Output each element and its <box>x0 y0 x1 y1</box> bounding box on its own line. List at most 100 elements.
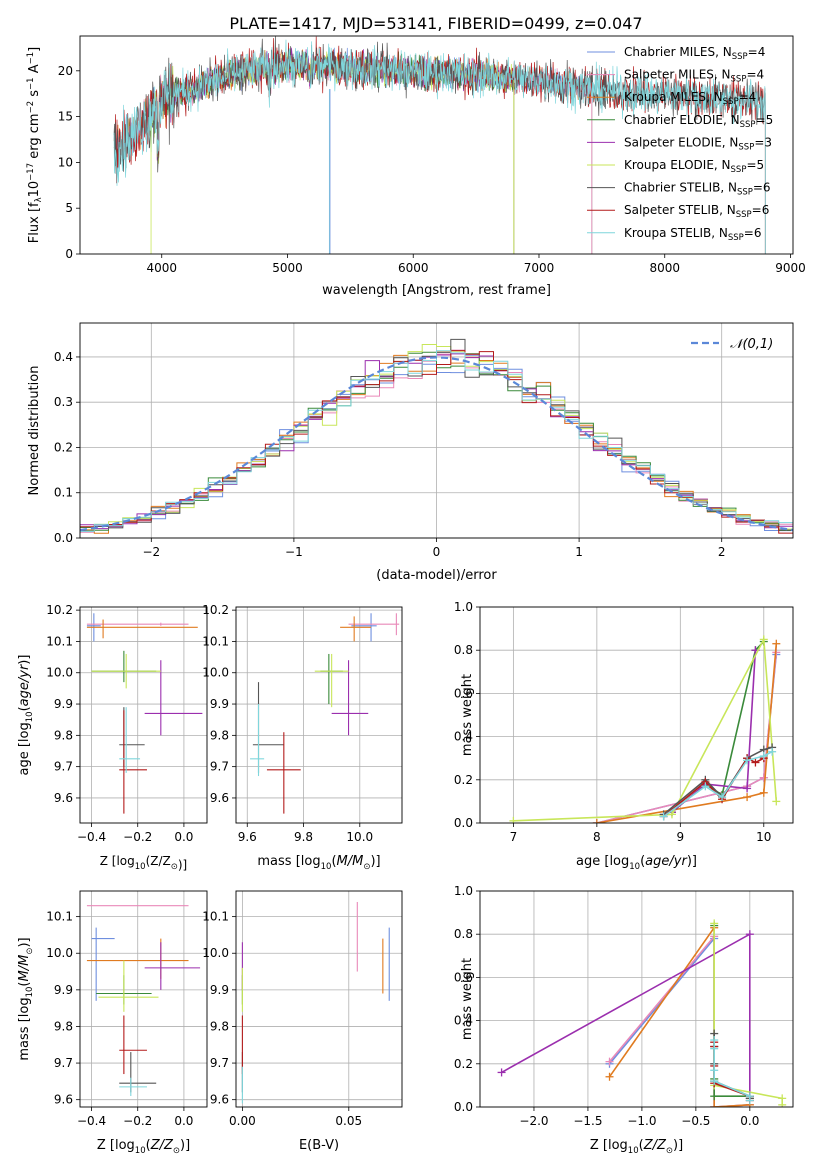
legend-entry: Kroupa ELODIE, NSSP=5 <box>624 158 764 175</box>
x-tick-label: −1 <box>285 545 303 559</box>
y-axis-label: mass weight <box>460 674 475 756</box>
y-tick-label: 9.8 <box>54 728 73 742</box>
axes-frame <box>79 890 208 1108</box>
y-tick-label: 0 <box>65 247 73 261</box>
x-tick-label: −0.4 <box>77 830 106 844</box>
y-tick-label: 1.0 <box>454 600 473 614</box>
weight-vs-age-panel: 7 8 9 10 0.0 0.2 0.4 0.6 0.8 1.0 mass weight age [l… <box>454 600 794 872</box>
spectrum-line-chabrier-elodie <box>148 49 515 254</box>
spectrum-line-kroupa-stelib <box>113 39 766 254</box>
y-tick-label: 9.6 <box>210 1093 229 1107</box>
legend-entry: Salpeter ELODIE, NSSP=3 <box>624 135 772 152</box>
y-tick-label: 0.1 <box>54 486 73 500</box>
y-tick-label: 0.2 <box>454 1057 473 1071</box>
x-tick-label: −0.4 <box>77 1114 106 1128</box>
legend-entry: Chabrier ELODIE, NSSP=5 <box>624 113 773 130</box>
x-tick-label: 10 <box>756 830 771 844</box>
x-tick-label: 8000 <box>649 261 680 275</box>
histogram-steps <box>80 338 793 534</box>
y-tick-label: 0.2 <box>54 440 73 454</box>
x-tick-label: 0.0 <box>174 1114 193 1128</box>
y-tick-label: 10.0 <box>46 946 73 960</box>
x-tick-label: 0.0 <box>174 830 193 844</box>
x-tick-label: 9.6 <box>238 830 257 844</box>
y-tick-label: 10.1 <box>202 910 229 924</box>
spectrum-legend: Chabrier MILES, NSSP=4 Salpeter MILES, NS… <box>587 45 773 243</box>
spectrum-lines <box>113 36 766 254</box>
y-tick-label: 0.2 <box>454 773 473 787</box>
x-tick-label: −0.5 <box>681 1114 710 1128</box>
x-axis-label: (data-model)/error <box>376 568 497 583</box>
y-axis-label: mass weight <box>460 958 475 1040</box>
x-tick-label: 4000 <box>146 261 177 275</box>
y-tick-label: 10.0 <box>202 666 229 680</box>
axes-frame <box>235 890 403 1108</box>
weight-line <box>513 636 778 822</box>
x-tick-label: 5000 <box>272 261 303 275</box>
legend-entry: 𝒩(0,1) <box>730 337 773 352</box>
y-tick-label: 15 <box>58 110 73 124</box>
x-tick-label: −0.2 <box>123 1114 152 1128</box>
x-axis-label: mass [log10(M/M⊙)] <box>257 854 380 872</box>
mass-vs-EBV-points <box>241 901 390 1104</box>
legend-entry: Kroupa STELIB, NSSP=6 <box>624 226 762 243</box>
x-axis-label: Z [log10(Z/Z⊙)] <box>100 854 188 872</box>
age-vs-Z-panel: −0.4 −0.2 0.0 9.6 9.7 9.8 9.9 10.0 10.1 10.2 Z [lo… <box>17 603 208 872</box>
x-axis-label: E(B-V) <box>299 1138 339 1153</box>
x-tick-label: −0.2 <box>123 830 152 844</box>
y-tick-label: 9.9 <box>54 697 73 711</box>
axes-frame <box>79 606 208 824</box>
plot-layer: 4000 5000 6000 7000 8000 900005101520waveleng… <box>17 35 806 1156</box>
y-axis-label: Flux [fλ10−17 erg cm−2 s−1 A−1] <box>26 47 44 243</box>
y-tick-label: 9.7 <box>210 760 229 774</box>
weight-line <box>501 932 751 1097</box>
y-tick-label: 20 <box>58 64 73 78</box>
age-vs-Z-points <box>86 613 203 814</box>
x-tick-label: 8 <box>593 830 601 844</box>
y-tick-label: 10.2 <box>46 603 73 617</box>
x-tick-label: 7 <box>510 830 518 844</box>
x-tick-label: −1.0 <box>627 1114 656 1128</box>
axes-frame <box>79 322 794 539</box>
weight-line <box>608 925 750 1107</box>
x-tick-label: 0.05 <box>335 1114 362 1128</box>
x-tick-label: 9.8 <box>294 830 313 844</box>
x-tick-label: 2 <box>718 545 726 559</box>
y-tick-label: 0.4 <box>54 350 73 364</box>
x-axis-label: Z [log10(Z/Z⊙)] <box>590 1138 683 1156</box>
normal-reference-curve <box>80 356 793 532</box>
y-tick-label: 9.8 <box>210 728 229 742</box>
weight-line <box>713 923 783 1105</box>
y-tick-label: 9.9 <box>210 983 229 997</box>
mass-vs-Z-points <box>86 905 201 1097</box>
y-tick-label: 0.4 <box>454 1014 473 1028</box>
x-axis-label: Z [log10(Z/Z⊙)] <box>97 1138 190 1156</box>
y-tick-label: 10.2 <box>202 603 229 617</box>
y-tick-label: 9.7 <box>54 760 73 774</box>
x-tick-label: 9 <box>676 830 684 844</box>
y-tick-label: 10.1 <box>46 634 73 648</box>
y-tick-label: 0.8 <box>454 927 473 941</box>
y-tick-label: 0.8 <box>454 643 473 657</box>
y-tick-label: 9.9 <box>54 983 73 997</box>
weight-vs-Z-panel: −2.0 −1.5 −1.0 −0.5 0.0 0.0 0.2 0.4 0.6 0.8 1.0 mas… <box>454 884 794 1156</box>
weight-line <box>608 934 750 1107</box>
x-axis-label: wavelength [Angstrom, rest frame] <box>322 283 551 298</box>
figure-title: PLATE=1417, MJD=53141, FIBERID=0499, z=0… <box>229 14 642 33</box>
y-tick-label: 9.8 <box>54 1019 73 1033</box>
legend-entry: Chabrier STELIB, NSSP=6 <box>624 181 771 198</box>
y-tick-label: 0.6 <box>454 970 473 984</box>
mass-vs-EBV-panel: 0.00 0.05 9.6 9.7 9.8 9.9 10.0 10.1 E(B-V) <box>202 890 403 1153</box>
y-tick-label: 10.1 <box>46 910 73 924</box>
x-tick-label: −2.0 <box>519 1114 548 1128</box>
y-tick-label: 10.0 <box>202 946 229 960</box>
y-axis-label: Normed distribution <box>27 366 42 496</box>
y-tick-label: 5 <box>65 201 73 215</box>
y-tick-label: 9.6 <box>54 1093 73 1107</box>
y-tick-label: 9.6 <box>54 791 73 805</box>
x-tick-label: −2 <box>142 545 160 559</box>
y-tick-label: 0.0 <box>454 816 473 830</box>
x-tick-label: 6000 <box>398 261 429 275</box>
age-vs-mass-points <box>250 613 400 814</box>
